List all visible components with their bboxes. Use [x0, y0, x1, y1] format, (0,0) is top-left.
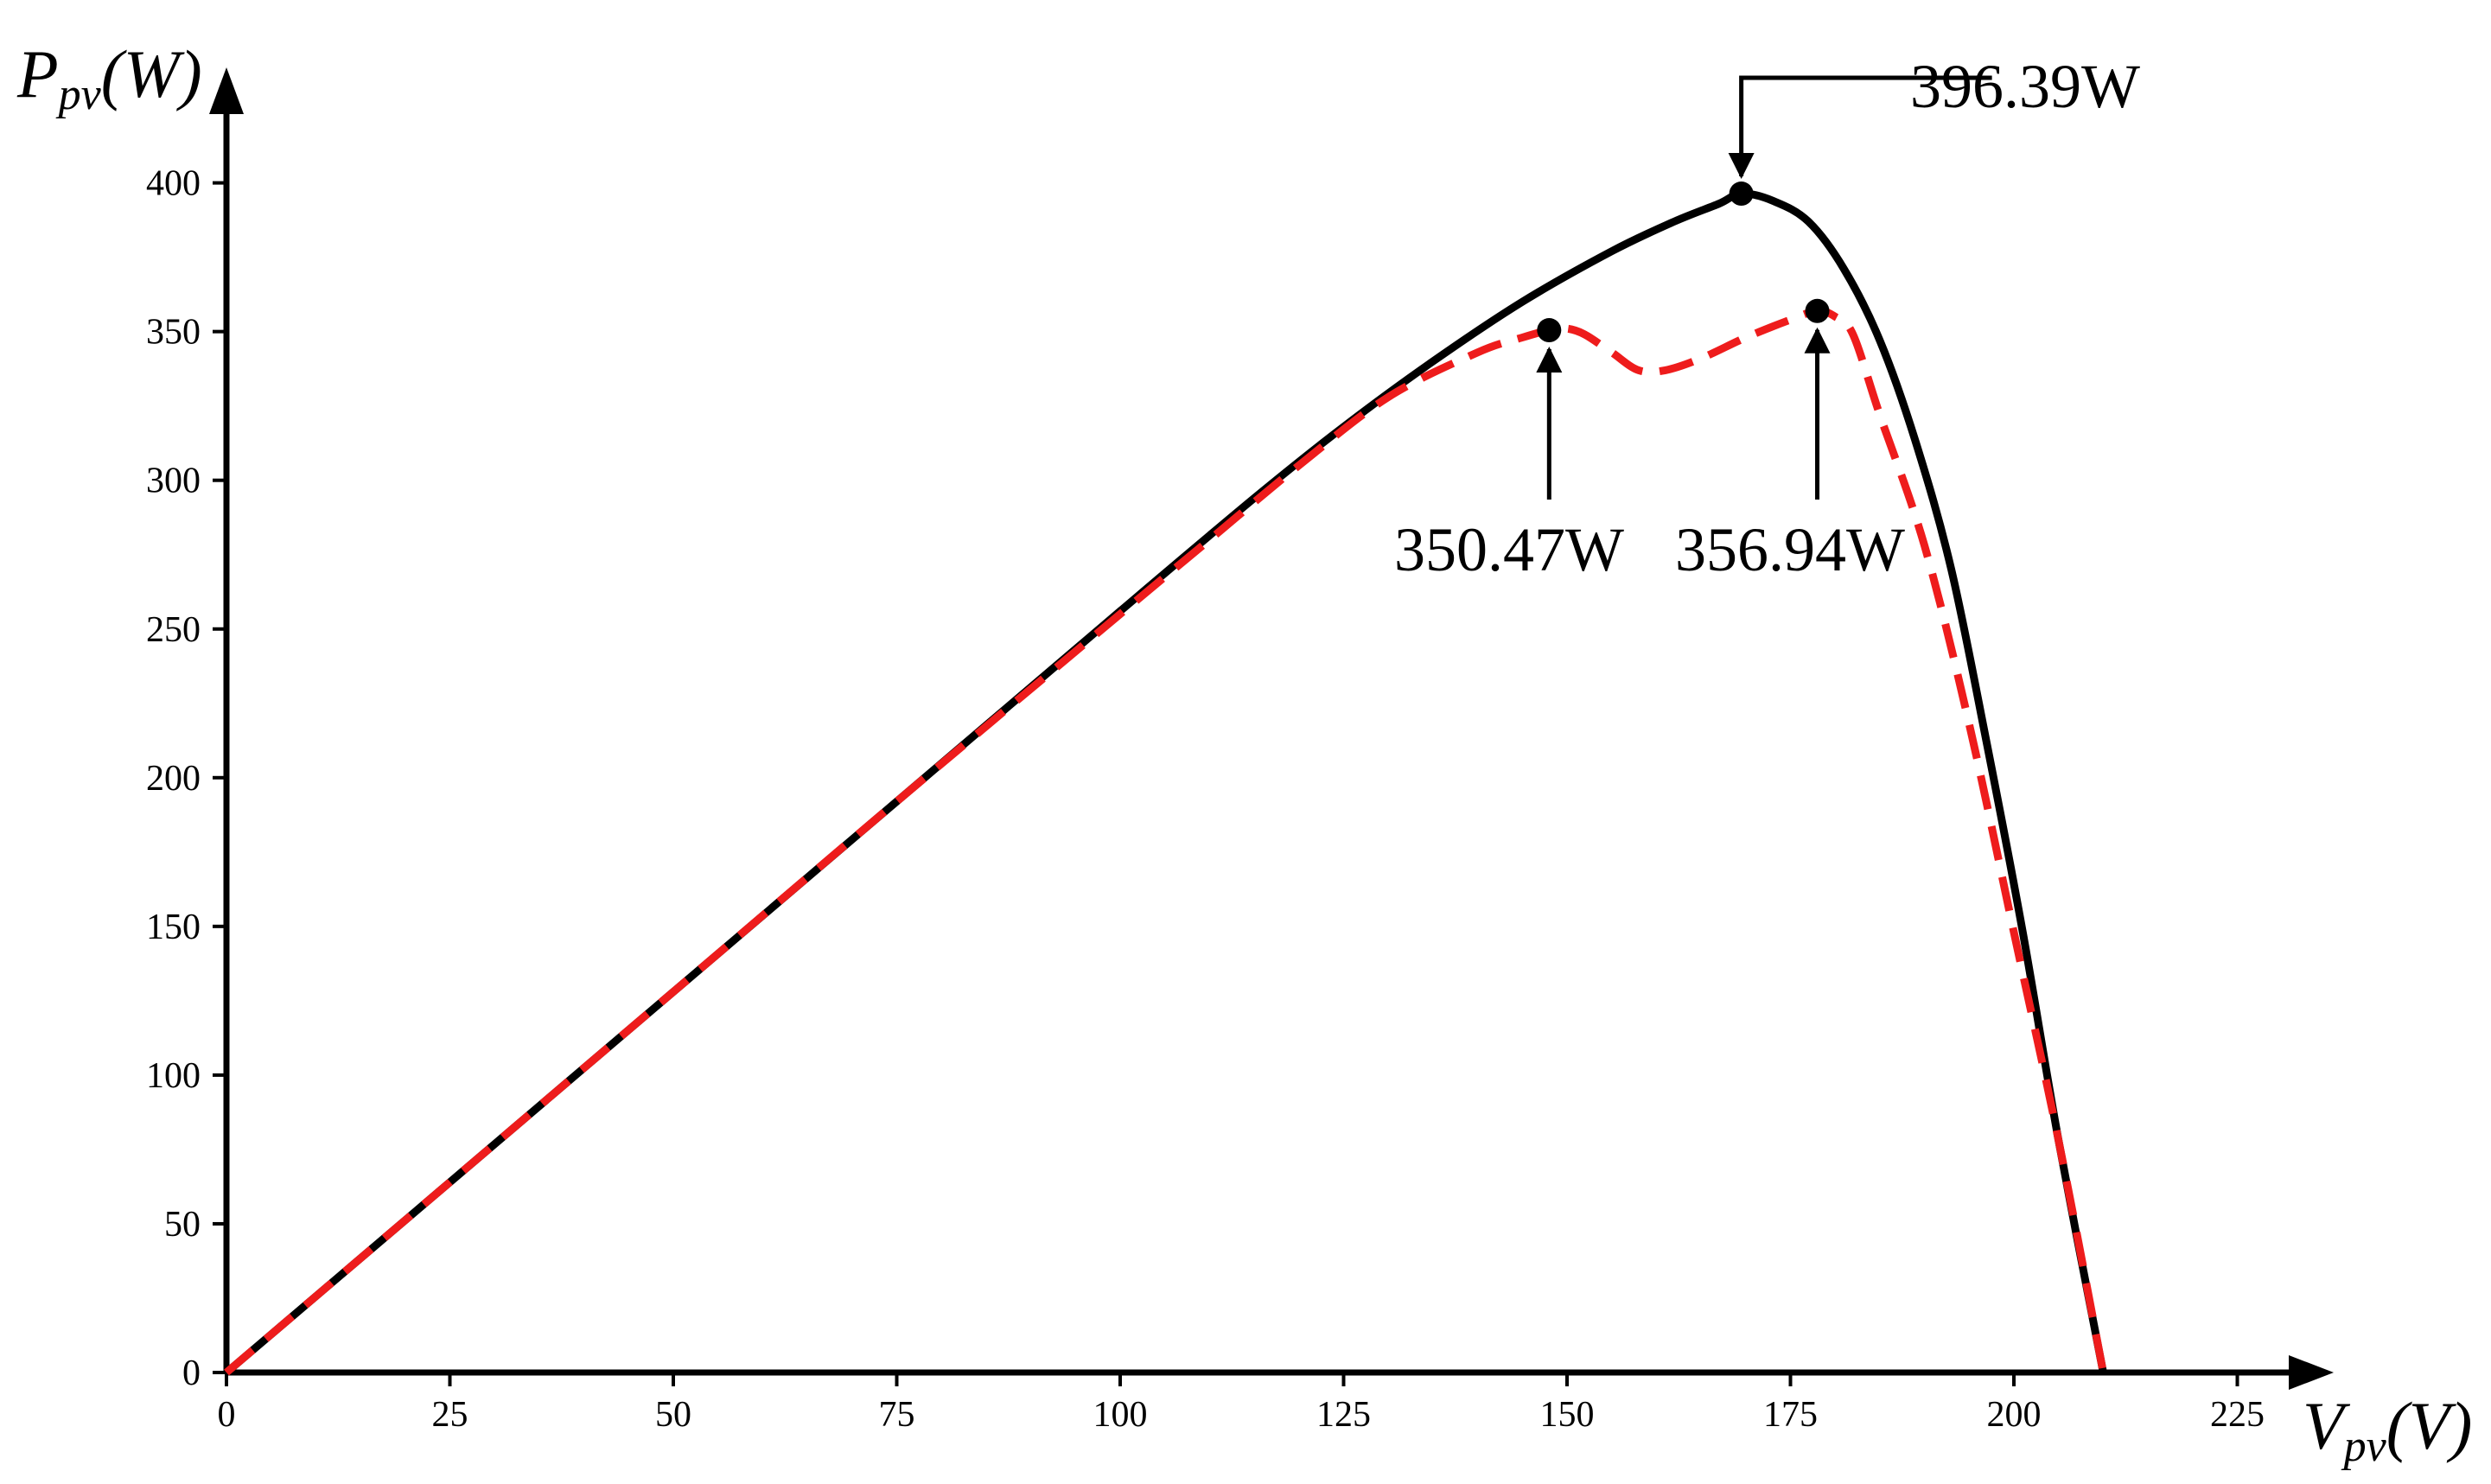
x-tick-label: 75: [879, 1395, 915, 1435]
x-tick-label: 200: [1987, 1395, 2042, 1435]
x-axis-arrow-icon: [2289, 1355, 2334, 1390]
y-axis-title-sub: pv: [55, 70, 102, 119]
annotation-label-local-2: 356.94W: [1675, 515, 1905, 584]
x-tick-label: 50: [655, 1395, 691, 1435]
x-axis-title-main: V: [2303, 1388, 2351, 1463]
x-axis-ticks: 0 25 50 75 100 125 150 175 200 225: [218, 1373, 2265, 1435]
x-tick-label: 225: [2210, 1395, 2265, 1435]
x-axis-title-unit: (V): [2386, 1388, 2473, 1463]
y-tick-label: 0: [182, 1353, 201, 1393]
x-tick-label: 100: [1093, 1395, 1148, 1435]
series-line-solid: [224, 189, 2107, 1376]
y-axis-ticks: 0 50 100 150 200 250 300 350 400: [146, 164, 226, 1393]
y-tick-label: 250: [146, 610, 201, 650]
x-tick-label: 150: [1540, 1395, 1595, 1435]
x-tick-label: 0: [218, 1395, 236, 1435]
y-tick-label: 150: [146, 908, 201, 947]
x-axis-title-sub: pv: [2341, 1422, 2387, 1471]
series-line-dashed: [224, 307, 2107, 1376]
y-tick-label: 300: [146, 462, 201, 501]
y-tick-label: 50: [164, 1205, 201, 1245]
peak-marker-local-1: [1537, 318, 1562, 343]
peak-marker-local-2: [1805, 298, 1830, 323]
y-tick-label: 100: [146, 1056, 201, 1096]
annotation-arrow-global: [1728, 75, 1992, 180]
annotation-label-local-1: 350.47W: [1394, 515, 1624, 584]
x-tick-label: 25: [432, 1395, 468, 1435]
y-axis-title: Ppv(W): [16, 36, 202, 119]
y-axis-title-main: P: [16, 36, 59, 111]
peak-marker-global: [1729, 182, 1754, 207]
x-tick-label: 125: [1316, 1395, 1371, 1435]
y-tick-label: 200: [146, 759, 201, 799]
y-tick-label: 350: [146, 313, 201, 353]
annotation-label-global: 396.39W: [1910, 52, 2140, 121]
x-tick-label: 175: [1763, 1395, 1818, 1435]
y-tick-label: 400: [146, 164, 201, 204]
y-axis-title-unit: (W): [101, 36, 202, 111]
y-axis-arrow-icon: [209, 67, 244, 114]
x-axis-title: Vpv(V): [2303, 1388, 2472, 1471]
